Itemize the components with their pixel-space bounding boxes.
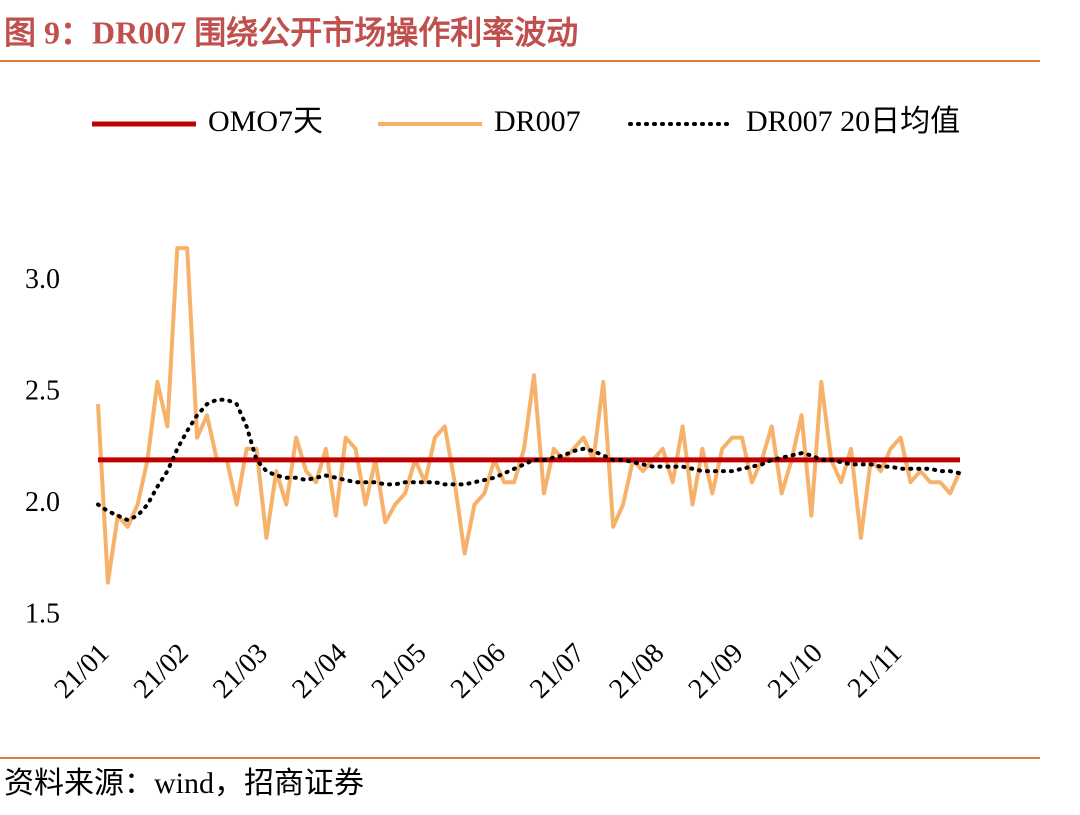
x-tick-label: 21/11 — [842, 638, 908, 704]
x-tick-label: 21/01 — [48, 638, 115, 705]
legend-label: OMO7天 — [208, 105, 323, 138]
legend-label: DR007 20日均值 — [746, 105, 960, 138]
y-tick-label: 1.5 — [25, 598, 60, 629]
x-tick-label: 21/09 — [683, 638, 750, 705]
series-line — [96, 246, 962, 585]
y-tick-label: 2.0 — [25, 487, 60, 518]
y-tick-label: 3.0 — [25, 264, 60, 295]
y-tick-label: 2.5 — [25, 375, 60, 406]
x-tick-label: 21/05 — [366, 638, 433, 705]
x-tick-label: 21/02 — [128, 638, 195, 705]
series-line — [96, 397, 962, 523]
legend-label: DR007 — [494, 105, 581, 138]
source-note: 资料来源：wind，招商证券 — [4, 767, 364, 800]
x-tick-label: 21/06 — [445, 638, 512, 705]
x-tick-label: 21/07 — [524, 638, 591, 705]
x-tick-label: 21/03 — [207, 638, 274, 705]
x-tick-label: 21/04 — [286, 638, 353, 705]
chart-title: 图 9：DR007 围绕公开市场操作利率波动 — [4, 14, 578, 50]
x-tick-label: 21/10 — [762, 638, 829, 705]
x-tick-label: 21/08 — [603, 638, 670, 705]
